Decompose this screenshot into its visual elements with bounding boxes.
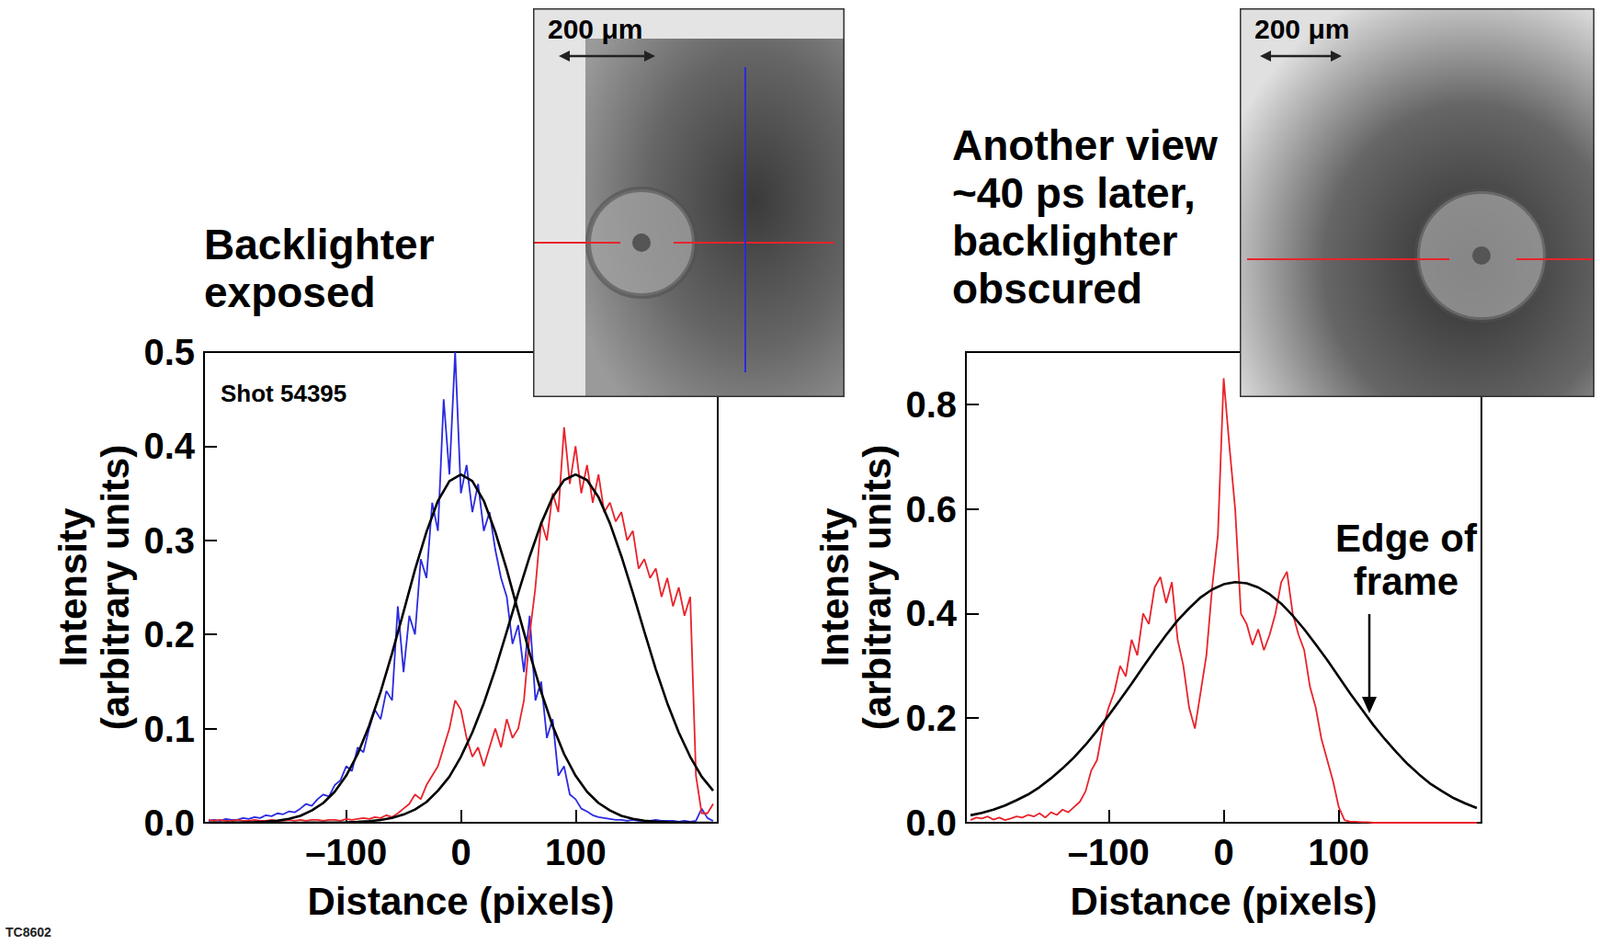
svg-text:0.2: 0.2 (143, 613, 195, 655)
svg-text:0.0: 0.0 (905, 802, 957, 843)
html-text:Another view ~40 ps later, bac: Another view ~40 ps later, backlighter o… (952, 121, 1218, 313)
svg-text:0.8: 0.8 (905, 384, 957, 425)
svg-text:0.1: 0.1 (143, 708, 195, 749)
svg-text:(arbitrary units): (arbitrary units) (93, 444, 137, 730)
svg-text:0.6: 0.6 (905, 488, 957, 530)
svg-text:0.4: 0.4 (905, 592, 957, 634)
html-text:200 μm: 200 μm (1254, 13, 1350, 45)
html-text:Shot 54395: Shot 54395 (220, 379, 347, 408)
svg-text:Distance (pixels): Distance (pixels) (1070, 879, 1378, 923)
svg-text:0.4: 0.4 (143, 425, 195, 466)
svg-text:Intensity: Intensity (51, 507, 95, 667)
svg-text:–100: –100 (305, 831, 387, 873)
svg-text:(arbitrary units): (arbitrary units) (855, 444, 899, 730)
svg-text:0.5: 0.5 (143, 331, 195, 373)
html-text:200 μm: 200 μm (547, 13, 643, 45)
html-text:Edge of frame: Edge of frame (1335, 516, 1477, 603)
svg-text:0.0: 0.0 (143, 802, 195, 843)
svg-text:Intensity: Intensity (813, 507, 857, 667)
svg-text:–100: –100 (1067, 831, 1150, 873)
svg-text:0.3: 0.3 (143, 520, 195, 561)
svg-text:100: 100 (1307, 831, 1370, 873)
svg-text:0: 0 (1213, 831, 1234, 873)
html-text:TC8602: TC8602 (5, 924, 52, 940)
svg-text:100: 100 (544, 831, 607, 873)
svg-text:0: 0 (450, 831, 471, 873)
html-text:Backlighter exposed: Backlighter exposed (204, 220, 435, 317)
svg-text:Distance (pixels): Distance (pixels) (307, 879, 615, 923)
svg-text:0.2: 0.2 (905, 697, 957, 738)
